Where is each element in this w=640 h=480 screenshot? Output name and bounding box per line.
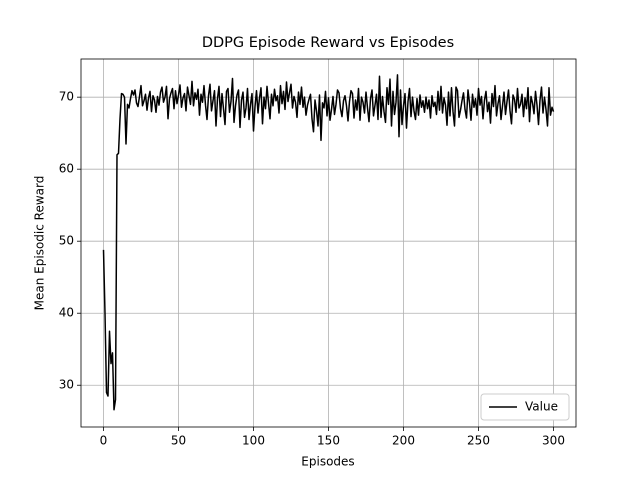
- plot-frame: [80, 58, 577, 428]
- chart-title: DDPG Episode Reward vs Episodes: [202, 35, 454, 51]
- line: [102, 74, 555, 411]
- y-tick-label: 70: [59, 90, 74, 104]
- x-axis-label: Episodes: [301, 455, 354, 469]
- legend-label: Value: [525, 400, 558, 414]
- x-tick-label: 150: [317, 434, 340, 448]
- x-tick-label: 300: [542, 434, 565, 448]
- y-tick-label: 50: [59, 234, 74, 248]
- y-axis-label: Mean Episodic Reward: [33, 176, 47, 311]
- y-tick-label: 30: [59, 378, 74, 392]
- legend-box: [480, 393, 570, 421]
- x-tick-label: 250: [467, 434, 490, 448]
- x-tick-label: 100: [242, 434, 265, 448]
- x-tick-label: 50: [171, 434, 186, 448]
- x-tick-label: 0: [100, 434, 108, 448]
- y-tick-label: 60: [59, 162, 74, 176]
- x-tick-label: 200: [392, 434, 415, 448]
- y-tick-label: 40: [59, 306, 74, 320]
